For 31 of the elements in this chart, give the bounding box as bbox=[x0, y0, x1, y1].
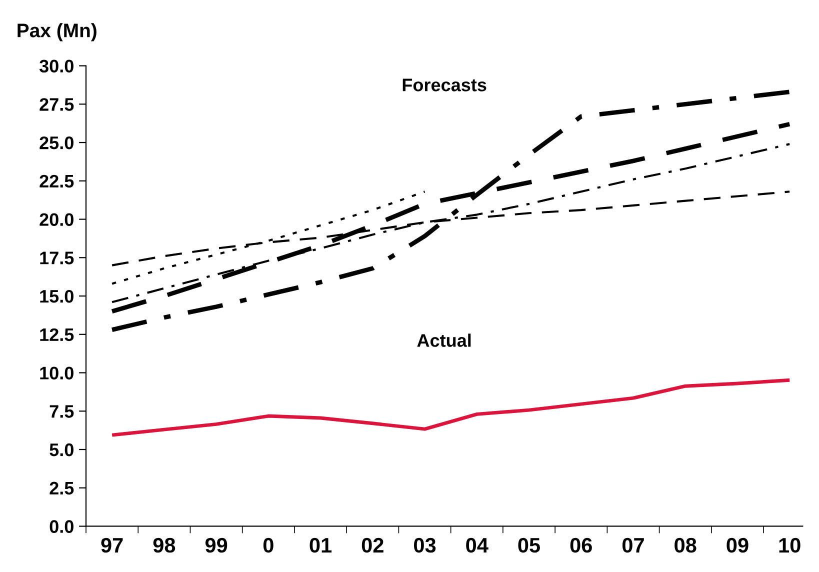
y-tick-label: 15.0 bbox=[40, 290, 74, 303]
x-tick-label: 98 bbox=[153, 538, 176, 553]
y-tick-label: 17.5 bbox=[40, 252, 74, 264]
annotation: Actual bbox=[417, 334, 471, 347]
x-tick-label: 10 bbox=[779, 538, 800, 553]
y-tick-label: 0.0 bbox=[50, 520, 74, 533]
x-tick-label: 03 bbox=[414, 538, 436, 553]
y-axis-title: Pax (Mn) bbox=[18, 23, 96, 42]
x-tick-label: 02 bbox=[362, 538, 384, 553]
x-tick-label: 09 bbox=[726, 538, 748, 553]
y-tick-label: 27.5 bbox=[40, 98, 74, 111]
annotation: Forecasts bbox=[402, 78, 486, 92]
x-tick-label: 06 bbox=[570, 538, 592, 553]
x-tick-label: 0 bbox=[263, 538, 274, 553]
y-tick-label: 12.5 bbox=[40, 328, 74, 342]
y-tick-label: 25.0 bbox=[40, 136, 74, 150]
y-tick-label: 7.5 bbox=[50, 405, 74, 418]
x-tick-label: 08 bbox=[674, 538, 696, 553]
x-tick-label: 07 bbox=[622, 538, 644, 553]
y-tick-label: 22.5 bbox=[40, 174, 74, 188]
x-tick-label: 04 bbox=[466, 538, 488, 553]
x-tick-label: 97 bbox=[101, 538, 123, 553]
x-tick-label: 99 bbox=[205, 538, 228, 553]
y-tick-label: 20.0 bbox=[40, 213, 74, 226]
y-tick-label: 10.0 bbox=[40, 366, 74, 380]
x-tick-label: 05 bbox=[518, 538, 540, 553]
y-tick-label: 30.0 bbox=[39, 60, 74, 73]
line-series bbox=[110, 378, 792, 437]
y-tick-label: 2.5 bbox=[50, 482, 74, 495]
x-tick-label: 01 bbox=[310, 538, 332, 553]
y-tick-label: 5.0 bbox=[50, 443, 74, 456]
